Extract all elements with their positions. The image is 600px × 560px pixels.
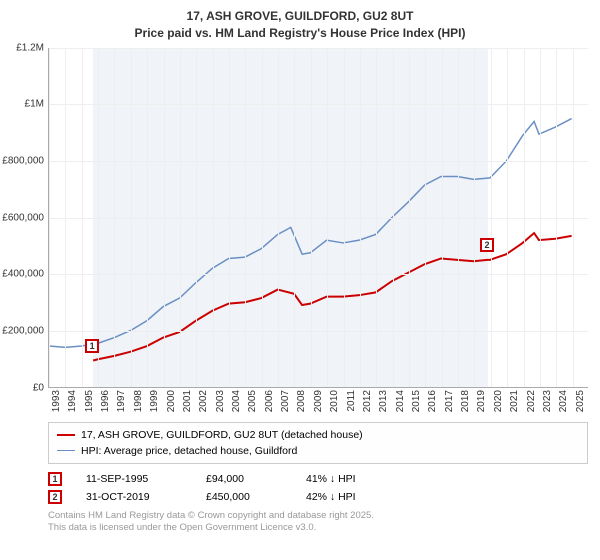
footer-line-2: This data is licensed under the Open Gov… xyxy=(48,522,592,534)
y-tick-label: £200,000 xyxy=(2,325,44,336)
annotation-price: £450,000 xyxy=(206,491,306,503)
footer: Contains HM Land Registry data © Crown c… xyxy=(48,510,592,535)
x-tick-label: 2005 xyxy=(247,390,258,412)
x-tick-label: 2025 xyxy=(575,390,586,412)
legend-item: HPI: Average price, detached house, Guil… xyxy=(57,443,579,459)
x-tick-label: 2006 xyxy=(264,390,275,412)
x-tick-label: 2000 xyxy=(166,390,177,412)
x-tick-label: 2021 xyxy=(509,390,520,412)
title-line-2: Price paid vs. HM Land Registry's House … xyxy=(8,25,592,42)
series-price_paid xyxy=(93,233,572,360)
title-line-1: 17, ASH GROVE, GUILDFORD, GU2 8UT xyxy=(8,8,592,25)
x-tick-label: 2019 xyxy=(476,390,487,412)
x-tick-label: 2024 xyxy=(558,390,569,412)
x-tick-label: 1996 xyxy=(100,390,111,412)
x-tick-label: 2012 xyxy=(362,390,373,412)
x-tick-label: 1998 xyxy=(133,390,144,412)
x-tick-label: 2013 xyxy=(378,390,389,412)
legend-swatch xyxy=(57,450,75,452)
y-axis-labels: £0£200,000£400,000£600,000£800,000£1M£1.… xyxy=(8,48,46,388)
annotation-date: 31-OCT-2019 xyxy=(86,491,206,503)
legend-item: 17, ASH GROVE, GUILDFORD, GU2 8UT (detac… xyxy=(57,427,579,443)
chart-area: £0£200,000£400,000£600,000£800,000£1M£1.… xyxy=(8,48,592,418)
x-tick-label: 2022 xyxy=(526,390,537,412)
x-tick-label: 1993 xyxy=(51,390,62,412)
annotation-pct: 42% ↓ HPI xyxy=(306,491,406,503)
annotation-row: 1 11-SEP-1995£94,00041% ↓ HPI xyxy=(48,470,588,488)
y-tick-label: £800,000 xyxy=(2,155,44,166)
y-tick-label: £0 xyxy=(33,382,44,393)
annotation-table: 1 11-SEP-1995£94,00041% ↓ HPI 2 31-OCT-2019… xyxy=(48,470,588,506)
annotation-date: 11-SEP-1995 xyxy=(86,473,206,485)
annotation-marker: 1 xyxy=(48,472,62,486)
x-tick-label: 2001 xyxy=(182,390,193,412)
x-tick-label: 2004 xyxy=(231,390,242,412)
x-tick-label: 2018 xyxy=(460,390,471,412)
x-tick-label: 1997 xyxy=(116,390,127,412)
x-tick-label: 2020 xyxy=(493,390,504,412)
x-tick-label: 1999 xyxy=(149,390,160,412)
x-tick-label: 2017 xyxy=(444,390,455,412)
x-tick-label: 2002 xyxy=(198,390,209,412)
x-axis-labels: 1993 1994 1995 1996 1997 1998 1999 2000 2001 2002… xyxy=(48,390,588,420)
x-tick-label: 2010 xyxy=(329,390,340,412)
legend-label: 17, ASH GROVE, GUILDFORD, GU2 8UT (detac… xyxy=(81,429,363,441)
legend-label: HPI: Average price, detached house, Guil… xyxy=(81,445,297,457)
x-tick-label: 2016 xyxy=(427,390,438,412)
x-tick-label: 2015 xyxy=(411,390,422,412)
x-tick-label: 1994 xyxy=(67,390,78,412)
x-tick-label: 2003 xyxy=(215,390,226,412)
y-tick-label: £400,000 xyxy=(2,269,44,280)
x-tick-label: 2011 xyxy=(346,390,357,412)
x-tick-label: 2014 xyxy=(395,390,406,412)
x-tick-label: 2023 xyxy=(542,390,553,412)
y-tick-label: £600,000 xyxy=(2,212,44,223)
plot-region: 12 xyxy=(48,48,588,388)
annotation-row: 2 31-OCT-2019£450,00042% ↓ HPI xyxy=(48,488,588,506)
x-tick-label: 2009 xyxy=(313,390,324,412)
footer-line-1: Contains HM Land Registry data © Crown c… xyxy=(48,510,592,522)
y-tick-label: £1.2M xyxy=(16,42,44,53)
annotation-pct: 41% ↓ HPI xyxy=(306,473,406,485)
marker-2: 2 xyxy=(480,238,494,252)
annotation-marker: 2 xyxy=(48,490,62,504)
x-tick-label: 2008 xyxy=(296,390,307,412)
chart-title: 17, ASH GROVE, GUILDFORD, GU2 8UT Price … xyxy=(8,8,592,42)
x-tick-label: 2007 xyxy=(280,390,291,412)
y-tick-label: £1M xyxy=(25,99,44,110)
x-tick-label: 1995 xyxy=(84,390,95,412)
legend-swatch xyxy=(57,434,75,436)
legend: 17, ASH GROVE, GUILDFORD, GU2 8UT (detac… xyxy=(48,422,588,464)
marker-1: 1 xyxy=(85,339,99,353)
annotation-price: £94,000 xyxy=(206,473,306,485)
